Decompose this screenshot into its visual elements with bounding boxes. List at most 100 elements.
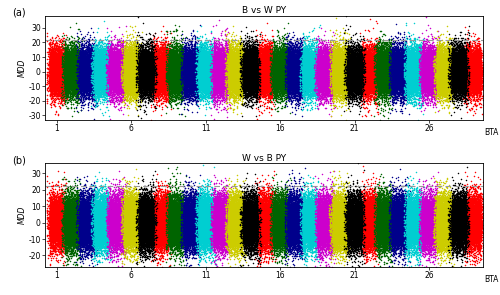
- Point: [442, 65, 450, 70]
- Point: [130, 199, 138, 204]
- Point: [122, 202, 130, 206]
- Point: [346, 40, 354, 45]
- Point: [167, 63, 175, 68]
- Point: [312, 71, 320, 75]
- Point: [476, 204, 484, 209]
- Point: [213, 214, 221, 219]
- Point: [429, 75, 437, 80]
- Point: [196, 227, 203, 232]
- Point: [386, 65, 394, 70]
- Point: [409, 83, 417, 87]
- Point: [244, 221, 252, 225]
- Point: [248, 214, 256, 219]
- Point: [110, 214, 118, 219]
- Point: [280, 66, 287, 71]
- Point: [320, 217, 328, 222]
- Point: [140, 239, 147, 243]
- Point: [228, 231, 236, 236]
- Point: [363, 76, 371, 81]
- Point: [46, 62, 54, 66]
- Point: [80, 216, 88, 221]
- Point: [356, 74, 364, 79]
- Point: [442, 217, 450, 222]
- Point: [340, 230, 348, 235]
- Point: [311, 47, 319, 52]
- Point: [216, 213, 224, 218]
- Point: [470, 225, 478, 230]
- Point: [252, 62, 260, 67]
- Point: [176, 90, 184, 95]
- Point: [194, 82, 202, 87]
- Point: [134, 227, 142, 232]
- Point: [352, 203, 360, 207]
- Point: [136, 222, 144, 227]
- Point: [335, 69, 343, 73]
- Point: [418, 62, 426, 67]
- Point: [450, 226, 458, 230]
- Point: [56, 67, 64, 72]
- Point: [118, 222, 126, 227]
- Point: [51, 53, 59, 58]
- Point: [122, 218, 130, 223]
- Point: [53, 84, 61, 88]
- Point: [140, 222, 147, 227]
- Point: [360, 62, 368, 66]
- Point: [101, 198, 109, 203]
- Point: [350, 77, 358, 82]
- Point: [137, 237, 145, 242]
- Point: [74, 75, 82, 79]
- Point: [176, 234, 184, 239]
- Point: [308, 75, 316, 79]
- Point: [110, 234, 118, 238]
- Point: [252, 76, 260, 80]
- Point: [222, 211, 230, 215]
- Point: [378, 51, 386, 56]
- Point: [428, 225, 436, 230]
- Point: [357, 208, 365, 213]
- Point: [474, 207, 482, 212]
- Point: [442, 223, 450, 227]
- Point: [424, 51, 432, 56]
- Point: [108, 45, 116, 50]
- Point: [194, 231, 202, 236]
- Point: [340, 231, 348, 236]
- Point: [244, 71, 252, 76]
- Point: [240, 48, 248, 53]
- Point: [306, 53, 314, 57]
- Point: [134, 207, 142, 212]
- Point: [46, 208, 54, 213]
- Point: [196, 66, 204, 71]
- Point: [221, 74, 229, 79]
- Point: [360, 198, 368, 202]
- Point: [61, 74, 69, 79]
- Point: [76, 206, 84, 211]
- Point: [78, 69, 86, 74]
- Point: [444, 213, 452, 217]
- Point: [172, 79, 180, 83]
- Point: [52, 40, 60, 45]
- Point: [242, 218, 250, 223]
- Point: [366, 247, 374, 252]
- Point: [392, 55, 400, 60]
- Point: [182, 69, 190, 73]
- Point: [64, 60, 72, 64]
- Point: [284, 76, 292, 81]
- Point: [201, 203, 209, 208]
- Point: [236, 93, 244, 97]
- Point: [432, 199, 440, 203]
- Point: [100, 65, 108, 69]
- Point: [105, 203, 113, 208]
- Point: [206, 78, 214, 83]
- Point: [283, 216, 291, 221]
- Point: [100, 216, 108, 221]
- Point: [444, 74, 452, 79]
- Point: [473, 70, 481, 74]
- Point: [96, 74, 104, 79]
- Point: [148, 208, 156, 213]
- Point: [286, 233, 294, 238]
- Point: [394, 77, 402, 82]
- Point: [386, 89, 394, 94]
- Point: [86, 61, 94, 65]
- Point: [106, 83, 114, 88]
- Point: [48, 209, 56, 213]
